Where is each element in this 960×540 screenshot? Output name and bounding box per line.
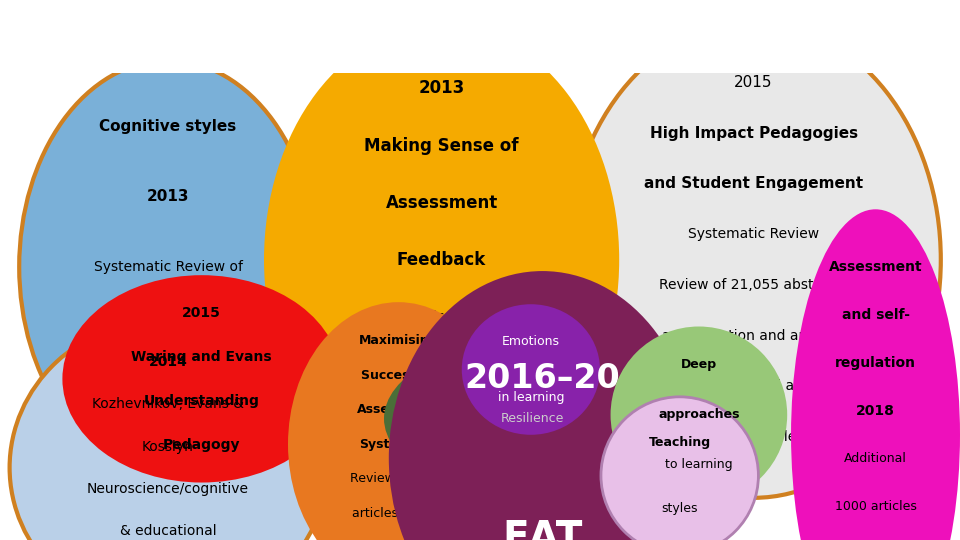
Text: 2013: 2013 — [147, 189, 189, 204]
Ellipse shape — [791, 210, 960, 540]
Text: Systematic Review of: Systematic Review of — [367, 310, 516, 324]
Text: approaches: approaches — [659, 408, 739, 421]
Text: Additional: Additional — [844, 453, 907, 465]
Text: Maximising: Maximising — [359, 334, 438, 347]
Text: Review of 1100: Review of 1100 — [350, 472, 446, 485]
Ellipse shape — [601, 397, 758, 540]
Text: and self-: and self- — [842, 308, 909, 322]
Text: 2015: 2015 — [182, 306, 221, 320]
Text: >4000 articles: >4000 articles — [391, 424, 492, 438]
Text: and Student Engagement: and Student Engagement — [644, 177, 863, 191]
Text: 2016–20: 2016–20 — [465, 362, 620, 395]
Text: EAT: EAT — [502, 519, 583, 540]
Text: The literature base informing EAT: The literature base informing EAT — [190, 22, 770, 51]
Ellipse shape — [19, 60, 317, 473]
Text: Kozhevnikov, Evans &: Kozhevnikov, Evans & — [92, 397, 244, 411]
Text: styles: styles — [661, 503, 698, 516]
Text: 700 articles selected: 700 articles selected — [96, 330, 240, 344]
Ellipse shape — [611, 327, 787, 503]
Ellipse shape — [288, 302, 509, 540]
Text: Emotions: Emotions — [502, 335, 560, 348]
Text: 2014: 2014 — [149, 355, 187, 369]
Text: Assessment: Assessment — [828, 260, 923, 274]
Text: Systematic: Systematic — [360, 438, 437, 451]
Text: 2013: 2013 — [419, 79, 465, 97]
Ellipse shape — [384, 340, 682, 497]
Text: of 1671 Detailed analysis: of 1671 Detailed analysis — [665, 379, 842, 393]
Text: 1000 articles: 1000 articles — [834, 501, 917, 514]
Text: 460 articles from: 460 articles from — [382, 367, 501, 381]
Text: Resilience: Resilience — [501, 412, 564, 425]
Text: Pedagogy: Pedagogy — [163, 438, 240, 452]
Text: Systematic Review of: Systematic Review of — [93, 260, 243, 274]
Ellipse shape — [462, 304, 600, 435]
Text: & educational: & educational — [120, 524, 216, 538]
Text: Systematic Review: Systematic Review — [688, 227, 819, 241]
Text: Cognitive styles: Cognitive styles — [100, 119, 236, 134]
Ellipse shape — [566, 22, 941, 498]
Ellipse shape — [264, 24, 619, 495]
Text: Review of 21,055 abstracts: Review of 21,055 abstracts — [659, 278, 849, 292]
Text: Making Sense of: Making Sense of — [365, 137, 518, 154]
Text: and selection and analysis: and selection and analysis — [661, 329, 846, 342]
Text: 2015: 2015 — [734, 75, 773, 90]
Text: Understanding: Understanding — [144, 394, 259, 408]
Text: from >9000: from >9000 — [126, 400, 210, 414]
Text: Teaching: Teaching — [649, 436, 710, 449]
Text: Feedback: Feedback — [397, 251, 486, 269]
Text: in learning: in learning — [497, 391, 564, 404]
Ellipse shape — [389, 271, 696, 540]
Text: Kosslyn: Kosslyn — [142, 440, 194, 454]
Ellipse shape — [10, 319, 326, 540]
Text: articles from >: articles from > — [351, 507, 445, 520]
Text: to learning: to learning — [665, 458, 732, 471]
Text: High Impact Pedagogies: High Impact Pedagogies — [650, 126, 857, 141]
Text: Assessment: Assessment — [386, 194, 497, 212]
Text: 2018: 2018 — [856, 404, 895, 418]
Text: Assessment: Assessment — [356, 403, 441, 416]
Text: Success of: Success of — [361, 369, 436, 382]
Text: Waring and Evans: Waring and Evans — [132, 350, 272, 364]
Ellipse shape — [62, 275, 341, 483]
Text: of 273 articles: of 273 articles — [704, 430, 804, 444]
Text: Neuroscience/cognitive: Neuroscience/cognitive — [87, 482, 249, 496]
Text: Deep: Deep — [681, 358, 717, 372]
Text: regulation: regulation — [835, 356, 916, 370]
